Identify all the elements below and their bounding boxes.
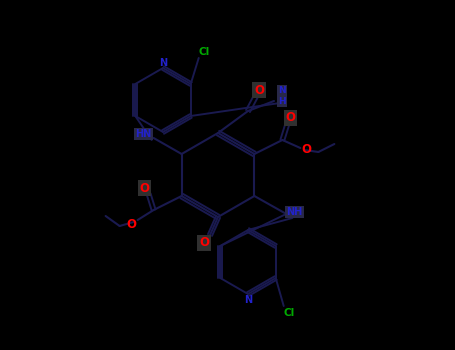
Text: N: N <box>159 58 167 68</box>
Text: O: O <box>140 182 150 195</box>
Text: N
H: N H <box>278 86 286 106</box>
Text: HN: HN <box>136 129 152 139</box>
Text: O: O <box>301 144 311 156</box>
Text: Cl: Cl <box>283 308 294 318</box>
Text: N: N <box>244 295 252 305</box>
Text: O: O <box>285 112 295 125</box>
Text: O: O <box>199 237 209 250</box>
Text: NH: NH <box>286 207 303 217</box>
Text: O: O <box>254 84 264 97</box>
Text: O: O <box>126 217 136 231</box>
Text: Cl: Cl <box>198 47 209 57</box>
